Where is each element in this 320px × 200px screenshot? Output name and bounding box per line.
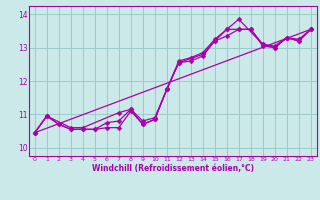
X-axis label: Windchill (Refroidissement éolien,°C): Windchill (Refroidissement éolien,°C) [92, 164, 254, 173]
